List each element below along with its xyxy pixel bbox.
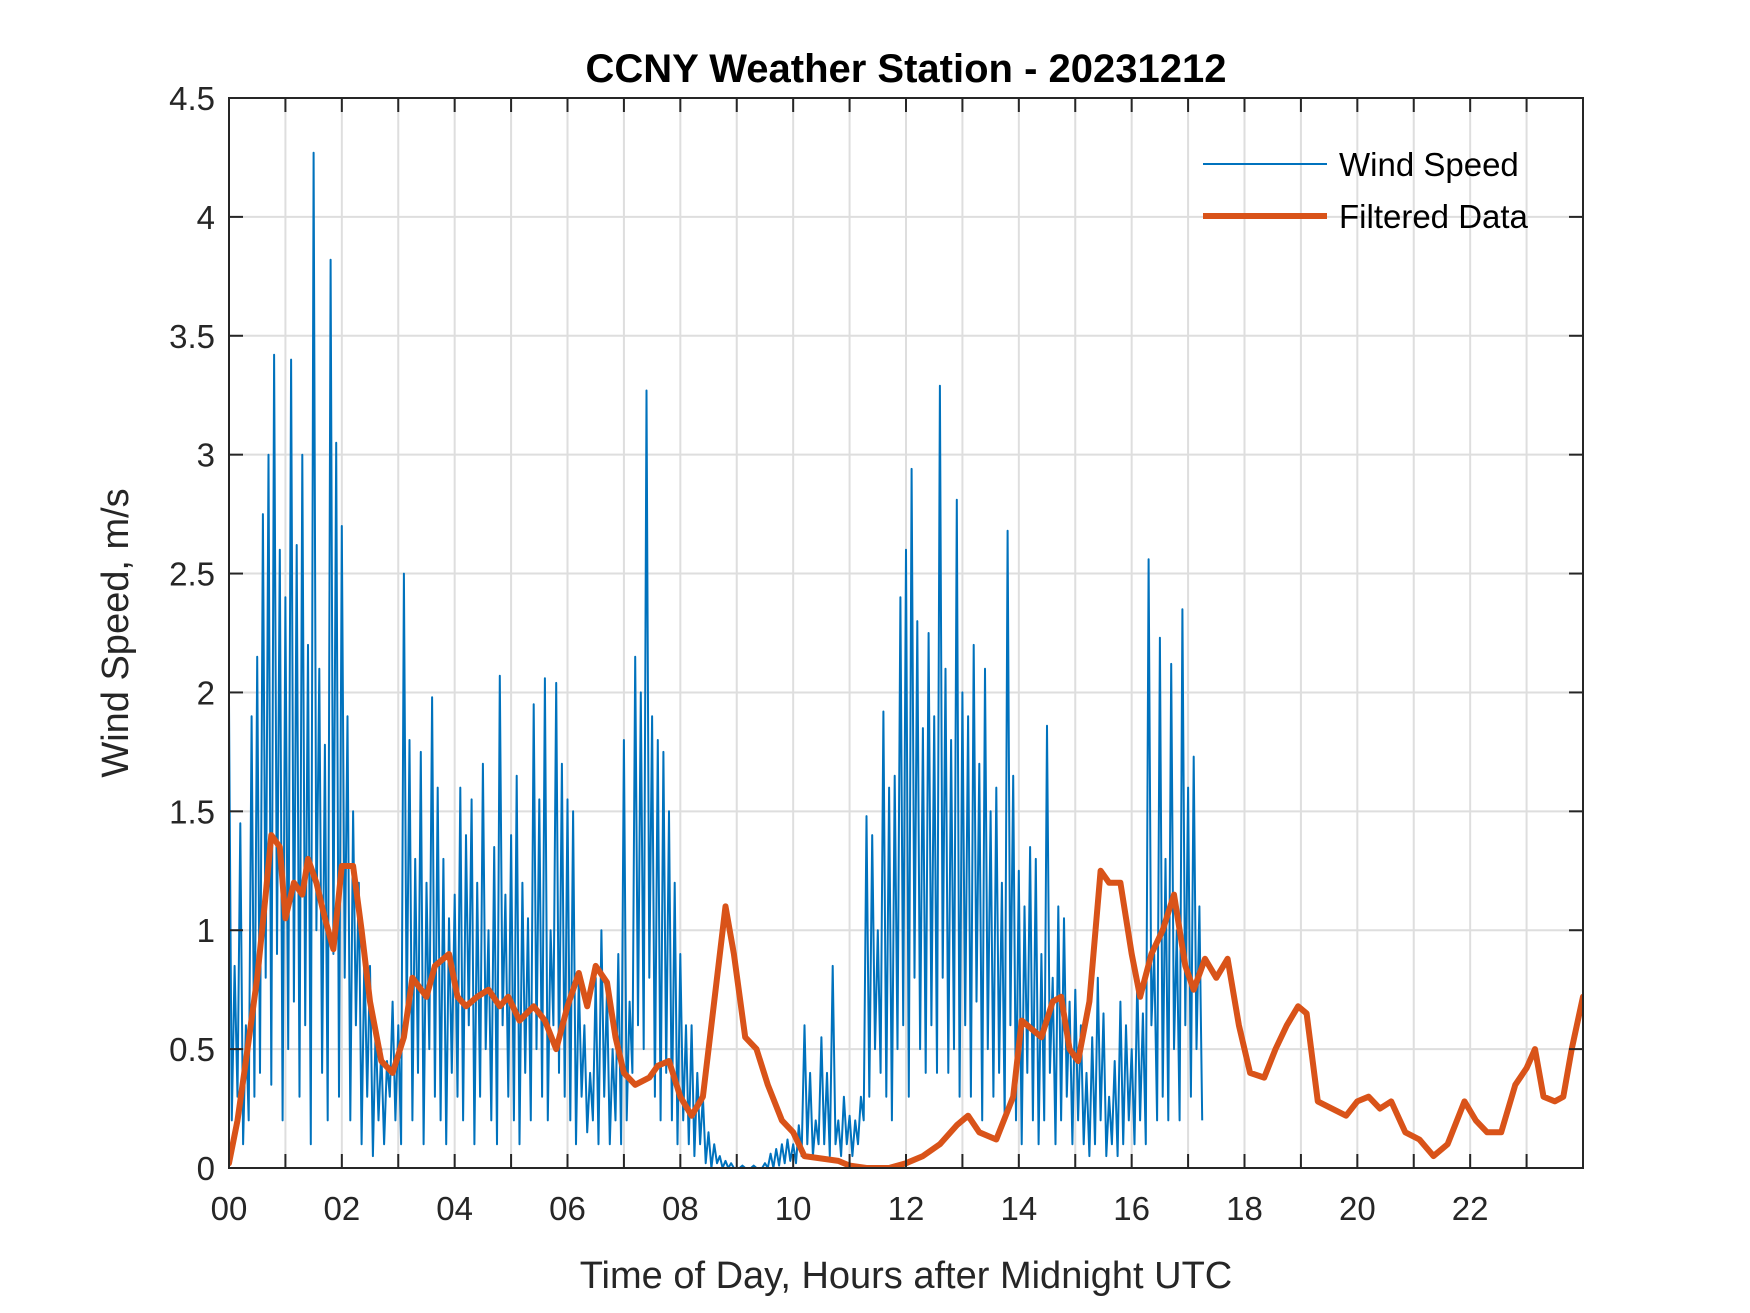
y-tick-label: 3.5 <box>169 318 215 355</box>
y-tick-label: 2 <box>197 674 215 711</box>
y-tick-label: 0 <box>197 1150 215 1187</box>
axis-ticks <box>229 98 1583 1168</box>
legend-label-wind-speed: Wind Speed <box>1339 146 1519 183</box>
x-tick-label: 10 <box>775 1190 812 1227</box>
x-tick-label: 02 <box>323 1190 360 1227</box>
x-axis-label: Time of Day, Hours after Midnight UTC <box>580 1255 1233 1297</box>
x-tick-label: 16 <box>1113 1190 1150 1227</box>
y-tick-label: 0.5 <box>169 1031 215 1068</box>
series-line-filtered-data <box>229 832 1583 1168</box>
legend: Wind Speed Filtered Data <box>1203 146 1529 235</box>
x-tick-label: 22 <box>1452 1190 1489 1227</box>
y-tick-label: 1.5 <box>169 793 215 830</box>
y-tick-label: 4 <box>197 199 215 236</box>
y-tick-label: 3 <box>197 437 215 474</box>
y-tick-label: 4.5 <box>169 80 215 117</box>
x-tick-label: 20 <box>1339 1190 1376 1227</box>
x-tick-label: 12 <box>888 1190 925 1227</box>
x-tick-label: 14 <box>1000 1190 1037 1227</box>
x-tick-label: 18 <box>1226 1190 1263 1227</box>
series-line-wind-speed <box>229 151 1204 1168</box>
y-axis-label: Wind Speed, m/s <box>95 488 137 777</box>
tick-labels: 0 0.5 1 1.5 2 2.5 3 3.5 4 4.5 00 02 04 06 08 10 12 14 16 18… <box>169 80 1488 1227</box>
chart-title: CCNY Weather Station - 20231212 <box>586 47 1227 91</box>
x-tick-label: 04 <box>436 1190 473 1227</box>
x-tick-label: 08 <box>662 1190 699 1227</box>
series-layer <box>229 151 1583 1168</box>
y-tick-label: 2.5 <box>169 556 215 593</box>
legend-label-filtered-data: Filtered Data <box>1339 198 1529 235</box>
x-tick-label: 00 <box>211 1190 248 1227</box>
y-tick-label: 1 <box>197 912 215 949</box>
x-tick-label: 06 <box>549 1190 586 1227</box>
